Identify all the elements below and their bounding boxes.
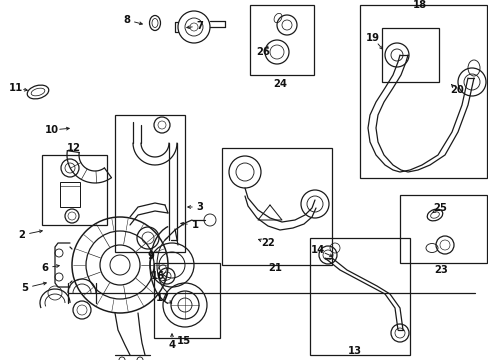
Text: 14: 14 [310, 245, 325, 255]
Text: 10: 10 [45, 125, 59, 135]
Text: 17: 17 [156, 293, 170, 303]
Text: 24: 24 [272, 79, 286, 89]
Bar [60, 182, 80, 207]
Bar [222, 148, 331, 265]
Text: 15: 15 [177, 336, 191, 346]
Text: 20: 20 [449, 85, 463, 95]
Bar [115, 115, 184, 252]
Text: 9: 9 [147, 251, 154, 261]
Text: 25: 25 [432, 203, 446, 213]
Text: 6: 6 [41, 263, 48, 273]
Text: 1: 1 [191, 220, 198, 230]
Bar [249, 5, 313, 75]
Text: 16: 16 [151, 271, 165, 281]
Text: 26: 26 [256, 47, 269, 57]
Text: 3: 3 [196, 202, 203, 212]
Text: 19: 19 [365, 33, 379, 43]
Text: 13: 13 [347, 346, 361, 356]
Bar [154, 263, 220, 338]
Bar [381, 28, 438, 82]
Text: 4: 4 [168, 340, 175, 350]
Text: 2: 2 [19, 230, 25, 240]
Text: 21: 21 [267, 263, 282, 273]
Bar [309, 238, 409, 355]
Bar [359, 5, 486, 178]
Bar [42, 155, 107, 225]
Text: 5: 5 [21, 283, 28, 293]
Text: 18: 18 [412, 0, 426, 10]
Text: 12: 12 [67, 143, 81, 153]
Text: 23: 23 [433, 265, 447, 275]
Text: 8: 8 [123, 15, 130, 25]
Text: 7: 7 [196, 21, 203, 31]
Text: 22: 22 [261, 238, 274, 248]
Bar [399, 195, 486, 263]
Text: 11: 11 [9, 83, 23, 93]
